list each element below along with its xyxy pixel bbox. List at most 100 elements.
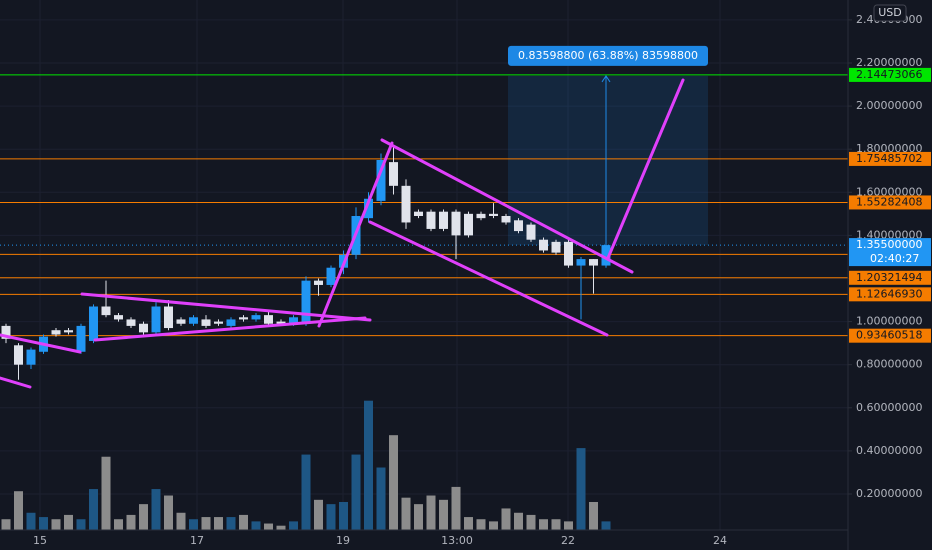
candle-body xyxy=(189,317,198,324)
volume-bar xyxy=(114,519,123,530)
candle-body xyxy=(126,319,136,326)
candle-body xyxy=(576,259,586,266)
plot: 0.83598800 (63.88%) 83598800 xyxy=(0,45,848,530)
volume-bar xyxy=(539,519,548,530)
price-label-bg xyxy=(849,67,931,82)
candle-body xyxy=(301,280,311,324)
volume-bar xyxy=(214,517,223,530)
candle-body xyxy=(264,315,273,324)
candle-body xyxy=(14,345,23,365)
volume-bar xyxy=(164,495,173,530)
candle-body xyxy=(214,321,223,324)
volume-bar xyxy=(89,489,98,530)
volume-bar xyxy=(476,519,486,530)
volume-bar xyxy=(139,504,148,530)
current-price-label: 1.35500000 xyxy=(856,238,922,251)
candle-body xyxy=(601,245,611,266)
candle-body xyxy=(476,213,486,219)
candle-body xyxy=(76,325,86,352)
current-price-bg xyxy=(849,238,931,267)
volume-bar xyxy=(464,517,473,530)
candle-body xyxy=(401,185,411,223)
grid xyxy=(0,0,848,530)
trend-line xyxy=(368,220,609,337)
x-tick-label: 22 xyxy=(561,534,575,547)
candle-body xyxy=(289,317,298,324)
volume-bar xyxy=(389,435,398,530)
candle-body xyxy=(589,259,598,266)
x-tick-label: 24 xyxy=(713,534,727,547)
volume-bar xyxy=(64,514,73,530)
price-label-bg xyxy=(849,328,931,343)
volume-bar xyxy=(101,456,111,530)
volume-bar xyxy=(201,517,211,530)
y-tick-label: 0.60000000 xyxy=(856,401,922,414)
volume-bar xyxy=(426,495,436,530)
candle-body xyxy=(464,213,473,236)
x-tick-label: 19 xyxy=(336,534,350,547)
volume-bar xyxy=(151,489,161,530)
candle-body xyxy=(239,317,248,320)
candle-body xyxy=(114,315,123,320)
candle-body xyxy=(164,306,173,329)
candle-body xyxy=(551,241,561,253)
price-label: 1.55282408 xyxy=(856,195,922,208)
volume-bar xyxy=(264,523,273,530)
trend-line xyxy=(0,333,82,354)
volume-bar xyxy=(251,521,261,530)
volume-bar xyxy=(276,525,286,530)
measure-label: 0.83598800 (63.88%) 83598800 xyxy=(518,49,698,62)
candle-body xyxy=(151,306,161,333)
candle-body xyxy=(314,280,323,285)
candle-body xyxy=(489,213,498,216)
volume-bar xyxy=(39,517,48,530)
volume-bar xyxy=(514,512,523,530)
price-label: 1.75485702 xyxy=(856,152,922,165)
volume-bar xyxy=(551,519,561,530)
candle-body xyxy=(389,162,398,186)
volume-bar xyxy=(489,521,498,530)
trend-line xyxy=(317,141,394,328)
trend-line xyxy=(380,138,634,274)
candle-body xyxy=(64,330,73,333)
y-tick-label: 1.00000000 xyxy=(856,315,922,328)
volume-bar xyxy=(501,508,511,530)
price-label: 0.93460518 xyxy=(856,329,922,342)
currency-bg xyxy=(873,4,907,22)
candle-body xyxy=(89,306,98,341)
volume-bar xyxy=(376,467,386,530)
y-tick-label: 2.00000000 xyxy=(856,99,922,112)
volume-bar xyxy=(226,517,236,530)
y-tick-label: 0.80000000 xyxy=(856,358,922,371)
candle-body xyxy=(26,349,36,365)
candle-body xyxy=(226,319,236,326)
y-tick-label: 0.40000000 xyxy=(856,444,922,457)
volume-bar xyxy=(351,454,361,530)
volume-bar xyxy=(401,497,411,530)
volume-bar xyxy=(301,454,311,530)
volume-bar xyxy=(51,519,61,530)
volume-bar xyxy=(176,512,186,530)
candle-body xyxy=(1,325,11,339)
volume-bar xyxy=(189,519,198,530)
volume-bar xyxy=(126,514,136,530)
price-label-bg xyxy=(849,287,931,302)
volume-bar xyxy=(451,486,461,530)
volume-bar xyxy=(601,521,611,530)
candle-body xyxy=(139,323,148,333)
price-label-bg xyxy=(849,151,931,166)
trend-line xyxy=(0,376,32,389)
candle-body xyxy=(514,220,523,232)
price-label: 1.20321494 xyxy=(856,271,922,284)
volume-bar xyxy=(564,521,573,530)
measure-box xyxy=(508,75,708,246)
axes: 0.20000000 0.40000000 0.60000000 0.80000000… xyxy=(33,4,931,547)
candle-body xyxy=(426,211,436,229)
candle-body xyxy=(564,241,573,266)
candle-body xyxy=(364,198,373,219)
x-tick-label: 17 xyxy=(190,534,204,547)
price-label-bg xyxy=(849,195,931,210)
volume-bar xyxy=(414,504,423,530)
